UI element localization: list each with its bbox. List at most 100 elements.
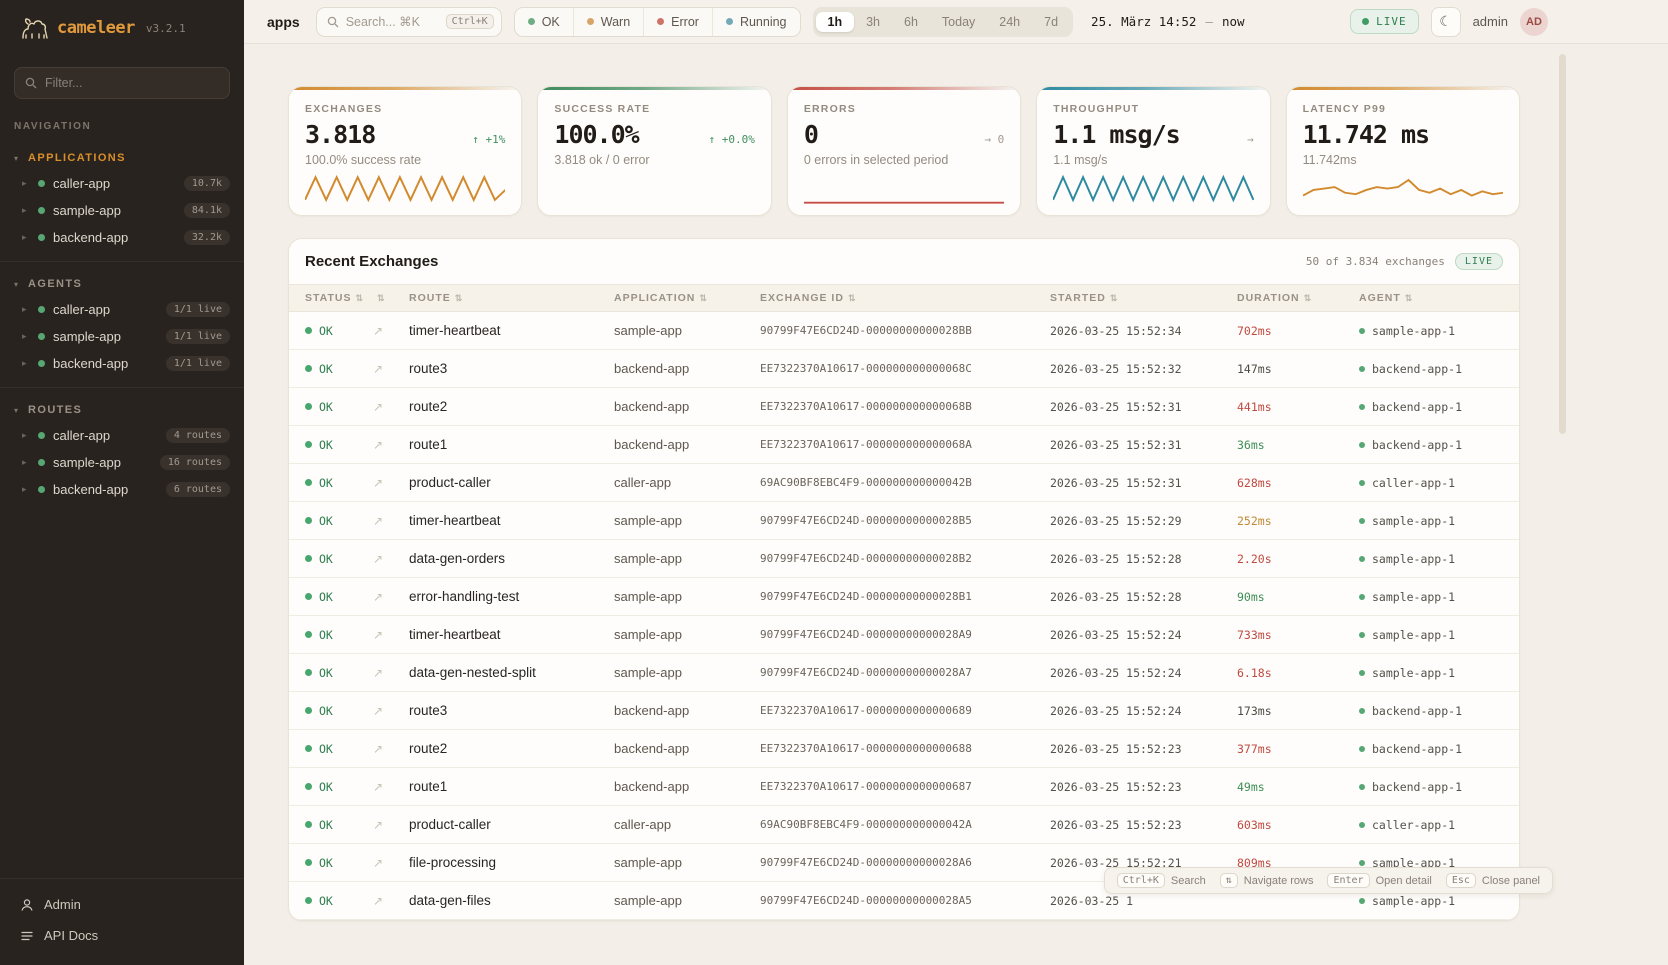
column-header-application[interactable]: APPLICATION ⇅ — [614, 292, 708, 304]
range-6h[interactable]: 6h — [904, 14, 918, 29]
sidebar-item-admin[interactable]: Admin — [0, 889, 244, 920]
open-trace-icon[interactable]: ↗ — [373, 666, 384, 680]
table-row[interactable]: OK ↗ timer-heartbeat sample-app 90799F47… — [289, 312, 1519, 350]
sort-icon[interactable]: ⇅ — [355, 292, 364, 303]
expand-caret-icon[interactable]: ▸ — [22, 358, 27, 368]
table-row[interactable]: OK ↗ product-caller caller-app 69AC90BF8… — [289, 806, 1519, 844]
sidebar-filter[interactable] — [14, 67, 230, 99]
table-row[interactable]: OK ↗ data-gen-files sample-app 90799F47E… — [289, 882, 1519, 920]
range-3h[interactable]: 3h — [866, 14, 881, 29]
search-input[interactable] — [345, 14, 439, 29]
theme-toggle-button[interactable]: ☾ — [1430, 6, 1461, 37]
table-row[interactable]: OK ↗ route2 backend-app EE7322370A10617-… — [289, 388, 1519, 426]
table-live-badge[interactable]: LIVE — [1454, 253, 1503, 270]
table-row[interactable]: OK ↗ route3 backend-app EE7322370A10617-… — [289, 350, 1519, 388]
collapse-caret-icon[interactable]: ▾ — [14, 153, 19, 163]
section-header-agents[interactable]: ▾ AGENTS — [0, 270, 244, 296]
open-trace-icon[interactable]: ↗ — [373, 324, 384, 338]
collapse-caret-icon[interactable]: ▾ — [14, 405, 19, 415]
sidebar-filter-input[interactable] — [45, 76, 219, 90]
open-trace-icon[interactable]: ↗ — [373, 438, 384, 452]
status-label: OK — [319, 665, 333, 680]
sort-icon[interactable]: ⇅ — [1303, 292, 1313, 303]
range-1h[interactable]: 1h — [815, 11, 855, 32]
table-row[interactable]: OK ↗ timer-heartbeat sample-app 90799F47… — [289, 502, 1519, 540]
table-row[interactable]: OK ↗ route2 backend-app EE7322370A10617-… — [289, 730, 1519, 768]
sidebar-item-backend-app-agent[interactable]: ▸ backend-app 1/1 live — [0, 350, 244, 377]
table-row[interactable]: OK ↗ route1 backend-app EE7322370A10617-… — [289, 768, 1519, 806]
sort-icon[interactable]: ⇅ — [699, 292, 708, 303]
open-trace-icon[interactable]: ↗ — [373, 514, 384, 528]
column-header-status[interactable]: STATUS ⇅ — [305, 292, 364, 304]
open-trace-icon[interactable]: ↗ — [373, 628, 384, 642]
column-header-duration[interactable]: DURATION ⇅ — [1237, 292, 1313, 304]
sidebar-item-backend-app[interactable]: ▸ backend-app 32.2k — [0, 224, 244, 251]
sidebar-item-api-docs[interactable]: API Docs — [0, 920, 244, 951]
open-trace-icon[interactable]: ↗ — [373, 362, 384, 376]
started-cell: 2026-03-25 15:52:31 — [1050, 437, 1182, 452]
column-header-started[interactable]: STARTED ⇅ — [1050, 292, 1119, 304]
section-header-routes[interactable]: ▾ ROUTES — [0, 396, 244, 422]
filter-warn[interactable]: Warn — [572, 7, 643, 36]
sidebar-item-backend-app-routes[interactable]: ▸ backend-app 6 routes — [0, 476, 244, 503]
table-row[interactable]: OK ↗ data-gen-orders sample-app 90799F47… — [289, 540, 1519, 578]
table-row[interactable]: OK ↗ error-handling-test sample-app 9079… — [289, 578, 1519, 616]
expand-caret-icon[interactable]: ▸ — [22, 457, 27, 467]
errors-sparkline — [803, 201, 1005, 204]
vertical-scrollbar[interactable] — [1559, 54, 1566, 434]
range-7d[interactable]: 7d — [1044, 14, 1059, 29]
column-header-link[interactable]: ⇅ — [373, 293, 409, 304]
open-trace-icon[interactable]: ↗ — [373, 476, 384, 490]
table-row[interactable]: OK ↗ file-processing sample-app 90799F47… — [289, 844, 1519, 882]
global-search[interactable]: Ctrl+K — [315, 6, 502, 37]
column-header-exchange-id[interactable]: EXCHANGE ID ⇅ — [760, 292, 857, 304]
range-24h[interactable]: 24h — [999, 14, 1021, 29]
open-trace-icon[interactable]: ↗ — [373, 400, 384, 414]
expand-caret-icon[interactable]: ▸ — [22, 304, 27, 314]
open-trace-icon[interactable]: ↗ — [373, 742, 384, 756]
app-logo[interactable]: cameleer v3.2.1 — [0, 0, 244, 55]
column-header-agent[interactable]: AGENT ⇅ — [1359, 292, 1414, 304]
sidebar-item-sample-app-agent[interactable]: ▸ sample-app 1/1 live — [0, 323, 244, 350]
column-header-route[interactable]: ROUTE ⇅ — [409, 292, 464, 304]
table-row[interactable]: OK ↗ product-caller caller-app 69AC90BF8… — [289, 464, 1519, 502]
filter-running[interactable]: Running — [711, 7, 800, 36]
sidebar-item-caller-app[interactable]: ▸ caller-app 10.7k — [0, 170, 244, 197]
open-trace-icon[interactable]: ↗ — [373, 894, 384, 908]
table-row[interactable]: OK ↗ route3 backend-app EE7322370A10617-… — [289, 692, 1519, 730]
sort-icon[interactable]: ⇅ — [1109, 292, 1119, 303]
open-trace-icon[interactable]: ↗ — [373, 780, 384, 794]
sidebar-item-caller-app-routes[interactable]: ▸ caller-app 4 routes — [0, 422, 244, 449]
open-trace-icon[interactable]: ↗ — [373, 704, 384, 718]
date-range[interactable]: 25. März 14:52 — now — [1091, 14, 1244, 29]
sidebar-item-caller-app-agent[interactable]: ▸ caller-app 1/1 live — [0, 296, 244, 323]
open-trace-icon[interactable]: ↗ — [373, 856, 384, 870]
open-trace-icon[interactable]: ↗ — [373, 818, 384, 832]
sort-icon[interactable]: ⇅ — [377, 292, 386, 303]
user-name[interactable]: admin — [1472, 14, 1508, 29]
expand-caret-icon[interactable]: ▸ — [22, 232, 27, 242]
expand-caret-icon[interactable]: ▸ — [22, 205, 27, 215]
sort-icon[interactable]: ⇅ — [847, 292, 857, 303]
range-today[interactable]: Today — [941, 14, 976, 29]
table-row[interactable]: OK ↗ data-gen-nested-split sample-app 90… — [289, 654, 1519, 692]
sidebar-item-sample-app[interactable]: ▸ sample-app 84.1k — [0, 197, 244, 224]
table-row[interactable]: OK ↗ timer-heartbeat sample-app 90799F47… — [289, 616, 1519, 654]
sidebar-item-sample-app-routes[interactable]: ▸ sample-app 16 routes — [0, 449, 244, 476]
expand-caret-icon[interactable]: ▸ — [22, 484, 27, 494]
expand-caret-icon[interactable]: ▸ — [22, 430, 27, 440]
open-trace-icon[interactable]: ↗ — [373, 552, 384, 566]
expand-caret-icon[interactable]: ▸ — [22, 331, 27, 341]
open-trace-icon[interactable]: ↗ — [373, 590, 384, 604]
sort-icon[interactable]: ⇅ — [1404, 292, 1414, 303]
avatar[interactable]: AD — [1520, 7, 1548, 36]
sort-icon[interactable]: ⇅ — [454, 292, 464, 303]
filter-ok[interactable]: OK — [515, 8, 573, 36]
filter-error[interactable]: Error — [643, 7, 712, 36]
section-header-applications[interactable]: ▾ APPLICATIONS — [0, 144, 244, 170]
collapse-caret-icon[interactable]: ▾ — [14, 279, 19, 289]
table-row[interactable]: OK ↗ route1 backend-app EE7322370A10617-… — [289, 426, 1519, 464]
status-label: OK — [319, 703, 333, 718]
expand-caret-icon[interactable]: ▸ — [22, 178, 27, 188]
live-toggle[interactable]: LIVE — [1350, 9, 1419, 34]
